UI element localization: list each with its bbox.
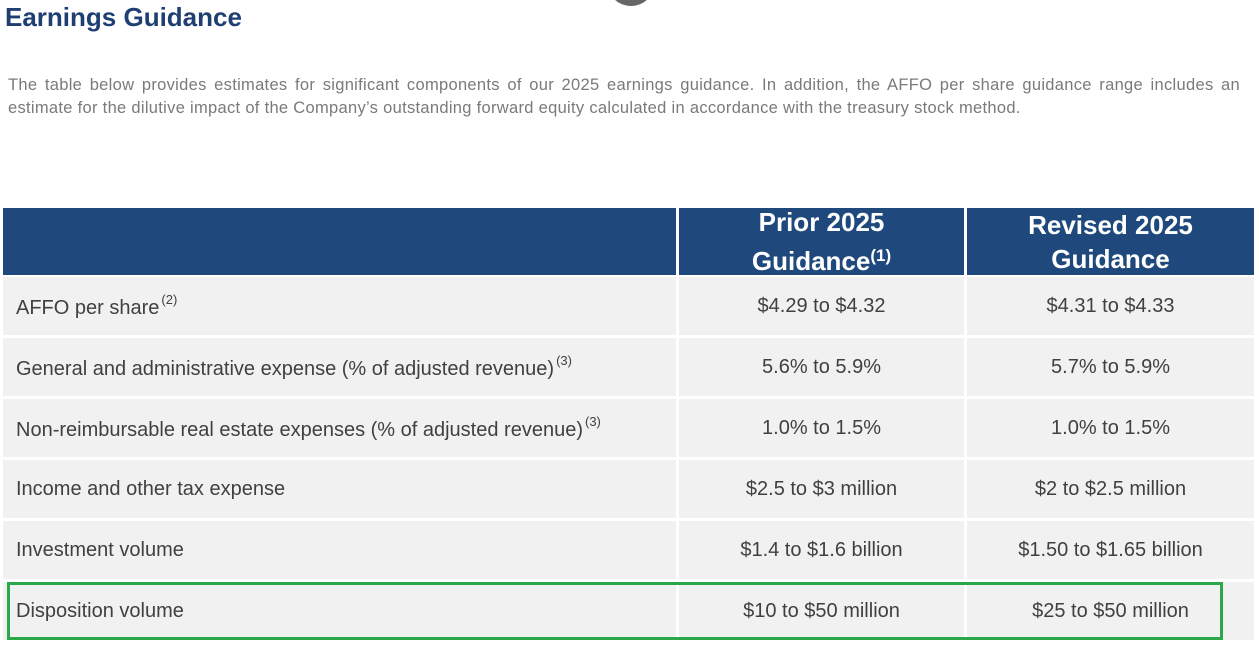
label-wrap: AFFO per share (2) <box>16 292 177 320</box>
header-line: Prior 2025 <box>759 205 885 239</box>
value-text: $25 to $50 million <box>1032 599 1189 622</box>
value-text: $4.29 to $4.32 <box>757 294 886 317</box>
header-text: Guidance <box>751 246 871 276</box>
header-cell: Prior 2025 Guidance(1) <box>679 205 964 278</box>
title: Earnings Guidance <box>5 2 242 32</box>
value-text: 5.7% to 5.9% <box>1051 355 1170 378</box>
value-text: $2 to $2.5 million <box>1034 477 1187 500</box>
label-wrap: Income and other tax expense <box>16 478 285 501</box>
label-wrap: Investment volume <box>16 539 184 562</box>
footnote-ref: (3) <box>584 414 601 429</box>
value-cell: $4.31 to $4.33 <box>967 277 1254 335</box>
label-wrap: General and administrative expense (% of… <box>16 353 572 381</box>
header-text: Prior 2025 <box>758 207 885 237</box>
scroll-indicator <box>607 0 655 6</box>
header-cell <box>3 208 676 275</box>
row-label: Non-reimbursable real estate expenses (%… <box>3 399 676 457</box>
value-text: 1.0% to 1.5% <box>1051 416 1170 439</box>
value-cell: $10 to $50 million <box>679 582 964 640</box>
value-cell: 1.0% to 1.5% <box>679 399 964 457</box>
row-label: Income and other tax expense <box>3 460 676 518</box>
value-cell: 5.6% to 5.9% <box>679 338 964 396</box>
highlight-box <box>7 582 1223 640</box>
value-cell: $1.50 to $1.65 billion <box>967 521 1254 579</box>
row-label: AFFO per share (2) <box>3 277 676 335</box>
value-text: $4.31 to $4.33 <box>1046 294 1175 317</box>
header-text: Revised 2025 <box>1028 209 1193 240</box>
value-cell: 5.7% to 5.9% <box>967 338 1254 396</box>
value-text: $1.50 to $1.65 billion <box>1018 538 1203 561</box>
label-text: Investment volume <box>16 538 184 561</box>
value-text: 1.0% to 1.5% <box>762 416 881 439</box>
value-cell: $25 to $50 million <box>967 582 1254 640</box>
header-line: Revised 2025 <box>1028 208 1193 242</box>
value-cell: $1.4 to $1.6 billion <box>679 521 964 579</box>
value-text: $10 to $50 million <box>743 599 900 622</box>
value-text: 5.6% to 5.9% <box>762 355 881 378</box>
value-cell: $2 to $2.5 million <box>967 460 1254 518</box>
label-text: Non-reimbursable real estate expenses (%… <box>16 419 583 441</box>
value-cell: 1.0% to 1.5% <box>967 399 1254 457</box>
value-text: $2.5 to $3 million <box>745 477 898 500</box>
value-cell: $4.29 to $4.32 <box>679 277 964 335</box>
value-cell: $2.5 to $3 million <box>679 460 964 518</box>
row-label: General and administrative expense (% of… <box>3 338 676 396</box>
header-text: Guidance <box>1051 243 1170 274</box>
header-line: Guidance <box>1051 242 1169 276</box>
footnote-ref: (3) <box>556 353 572 368</box>
label-text: General and administrative expense (% of… <box>16 358 555 380</box>
label-text: Income and other tax expense <box>16 477 286 500</box>
header-cell: Revised 2025 Guidance <box>967 208 1254 275</box>
row-label: Disposition volume <box>3 582 676 640</box>
value-text: $1.4 to $1.6 billion <box>740 538 903 561</box>
label-wrap: Disposition volume <box>16 600 184 623</box>
footnote-ref: (1) <box>870 246 892 265</box>
label-text: AFFO per share <box>16 297 160 319</box>
row-label: Investment volume <box>3 521 676 579</box>
label-wrap: Non-reimbursable real estate expenses (%… <box>16 414 601 442</box>
label-text: Disposition volume <box>16 599 184 622</box>
footnote-ref: (2) <box>161 292 178 307</box>
intro-text: The table below provides estimates for s… <box>8 76 1240 117</box>
header-line: Guidance(1) <box>752 239 891 278</box>
